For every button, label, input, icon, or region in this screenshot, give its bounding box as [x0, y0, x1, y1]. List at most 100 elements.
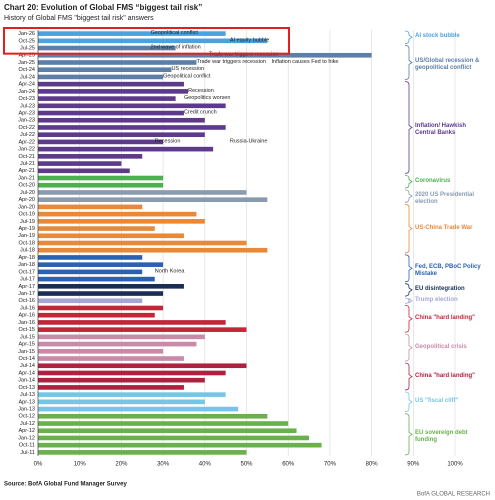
- bar: [38, 370, 226, 376]
- bar: [38, 428, 297, 434]
- bar: [38, 291, 164, 296]
- x-tick-label: 60%: [282, 462, 295, 468]
- legend-label: AI stock bubble: [415, 33, 460, 40]
- y-tick-label: Jul-13: [20, 392, 35, 398]
- x-tick-label: 30%: [157, 462, 170, 468]
- annotation: Recession: [188, 88, 214, 94]
- bar: [38, 421, 289, 426]
- legend-label: Coronavirus: [415, 177, 451, 184]
- y-tick-label: Oct-15: [18, 327, 35, 333]
- y-tick-label: Oct-22: [18, 125, 35, 131]
- bar: [38, 298, 143, 304]
- x-tick-label: 40%: [199, 462, 212, 468]
- chart-title: Chart 20: Evolution of Global FMS “bigge…: [4, 3, 202, 12]
- x-tick-label: 50%: [240, 462, 253, 468]
- bar: [38, 96, 176, 101]
- bar: [38, 406, 239, 412]
- y-tick-label: Oct-14: [18, 356, 35, 362]
- y-tick-label: Jul-17: [20, 277, 35, 283]
- bar: [38, 269, 143, 275]
- y-tick-label: Oct-20: [18, 183, 35, 189]
- y-tick-label: Oct-21: [18, 154, 35, 160]
- y-tick-label: Jul-12: [20, 421, 35, 427]
- legend-bracket: [404, 413, 413, 456]
- y-tick-label: Jul-14: [20, 363, 35, 369]
- bar: [38, 399, 205, 405]
- y-tick-label: Jan-12: [18, 435, 35, 441]
- y-tick-label: Apr-13: [18, 399, 35, 405]
- bar: [38, 327, 247, 332]
- legend-bracket: [404, 189, 413, 203]
- legend-bracket: [404, 283, 413, 297]
- bar: [38, 67, 172, 73]
- y-tick-label: Jan-17: [18, 291, 35, 297]
- y-tick-label: Apr-16: [18, 313, 35, 319]
- legend-label: EU sovereign debt funding: [415, 430, 468, 444]
- bar: [38, 211, 197, 217]
- y-tick-label: Jul-15: [20, 334, 35, 340]
- annotation: Trade war triggers recession: [209, 52, 279, 58]
- y-tick-label: Jul-18: [20, 248, 35, 254]
- legend-label: US "fiscal cliff": [415, 397, 459, 404]
- credit: BofA GLOBAL RESEARCH: [417, 492, 490, 498]
- bar: [38, 190, 247, 195]
- y-tick-label: Apr-19: [18, 226, 35, 232]
- legend-bracket: [404, 304, 413, 333]
- legend-bracket: [404, 45, 413, 80]
- bar: [38, 139, 164, 145]
- y-tick-label: Apr-24: [18, 82, 35, 88]
- bar: [38, 385, 184, 390]
- legend-bracket: [404, 333, 413, 362]
- x-tick-label: 10%: [74, 462, 87, 468]
- bar: [38, 413, 268, 419]
- y-tick-label: Jan-21: [18, 175, 35, 181]
- bar: [38, 52, 372, 58]
- legend-bracket: [404, 254, 413, 283]
- y-tick-label: Jul-11: [20, 450, 35, 456]
- annotation: Recession: [155, 138, 181, 144]
- y-tick-label: Oct-23: [18, 96, 35, 102]
- y-tick-label: Jan-18: [18, 262, 35, 268]
- y-tick-label: Oct-13: [18, 385, 35, 391]
- bar: [38, 442, 322, 448]
- bar: [38, 247, 268, 253]
- bar: [38, 182, 164, 188]
- bar: [38, 348, 164, 354]
- annotation: Geopolitical conflict: [151, 30, 199, 36]
- bar: [38, 284, 184, 289]
- annotation: North Korea: [155, 268, 186, 274]
- legend-label: Inflation/ Hawkish Central Banks: [415, 123, 467, 137]
- legend-label: China "hard landing": [415, 314, 476, 321]
- x-tick-label: 70%: [324, 462, 337, 468]
- y-tick-label: Jul-19: [20, 219, 35, 225]
- bar: [38, 89, 189, 94]
- y-tick-label: Oct-18: [18, 240, 35, 246]
- y-tick-label: Jul-23: [20, 103, 35, 109]
- legend-label: China "hard landing": [415, 372, 476, 379]
- bar: [38, 146, 214, 152]
- x-tick-label: 20%: [115, 462, 128, 468]
- x-tick-label: 80%: [366, 462, 379, 468]
- y-tick-label: Apr-12: [18, 428, 35, 434]
- y-tick-label: Jan-25: [18, 60, 35, 66]
- x-tick-label: 100%: [447, 462, 463, 468]
- y-tick-label: Jan-13: [18, 407, 35, 413]
- y-tick-label: Oct-19: [18, 212, 35, 218]
- y-tick-label: Oct-11: [19, 443, 35, 449]
- bar: [38, 262, 164, 267]
- y-tick-label: Jan-14: [18, 378, 35, 384]
- legend-label: Trump election: [415, 296, 458, 303]
- annotation: 2nd wave of inflation: [151, 45, 201, 51]
- y-tick-label: Jan-19: [18, 233, 35, 239]
- source: Source: BofA Global Fund Manager Survey: [4, 482, 127, 488]
- y-tick-label: Jan-20: [18, 204, 35, 210]
- y-tick-label: Jan-15: [18, 349, 35, 355]
- annotation: Inflation causes Fed to hike: [272, 59, 339, 65]
- bar: [38, 45, 176, 51]
- bar: [38, 219, 205, 224]
- bar: [38, 341, 197, 347]
- y-tick-label: Jul-21: [20, 161, 35, 167]
- bar: [38, 255, 143, 260]
- y-tick-label: Apr-20: [18, 197, 35, 203]
- bar: [38, 125, 226, 130]
